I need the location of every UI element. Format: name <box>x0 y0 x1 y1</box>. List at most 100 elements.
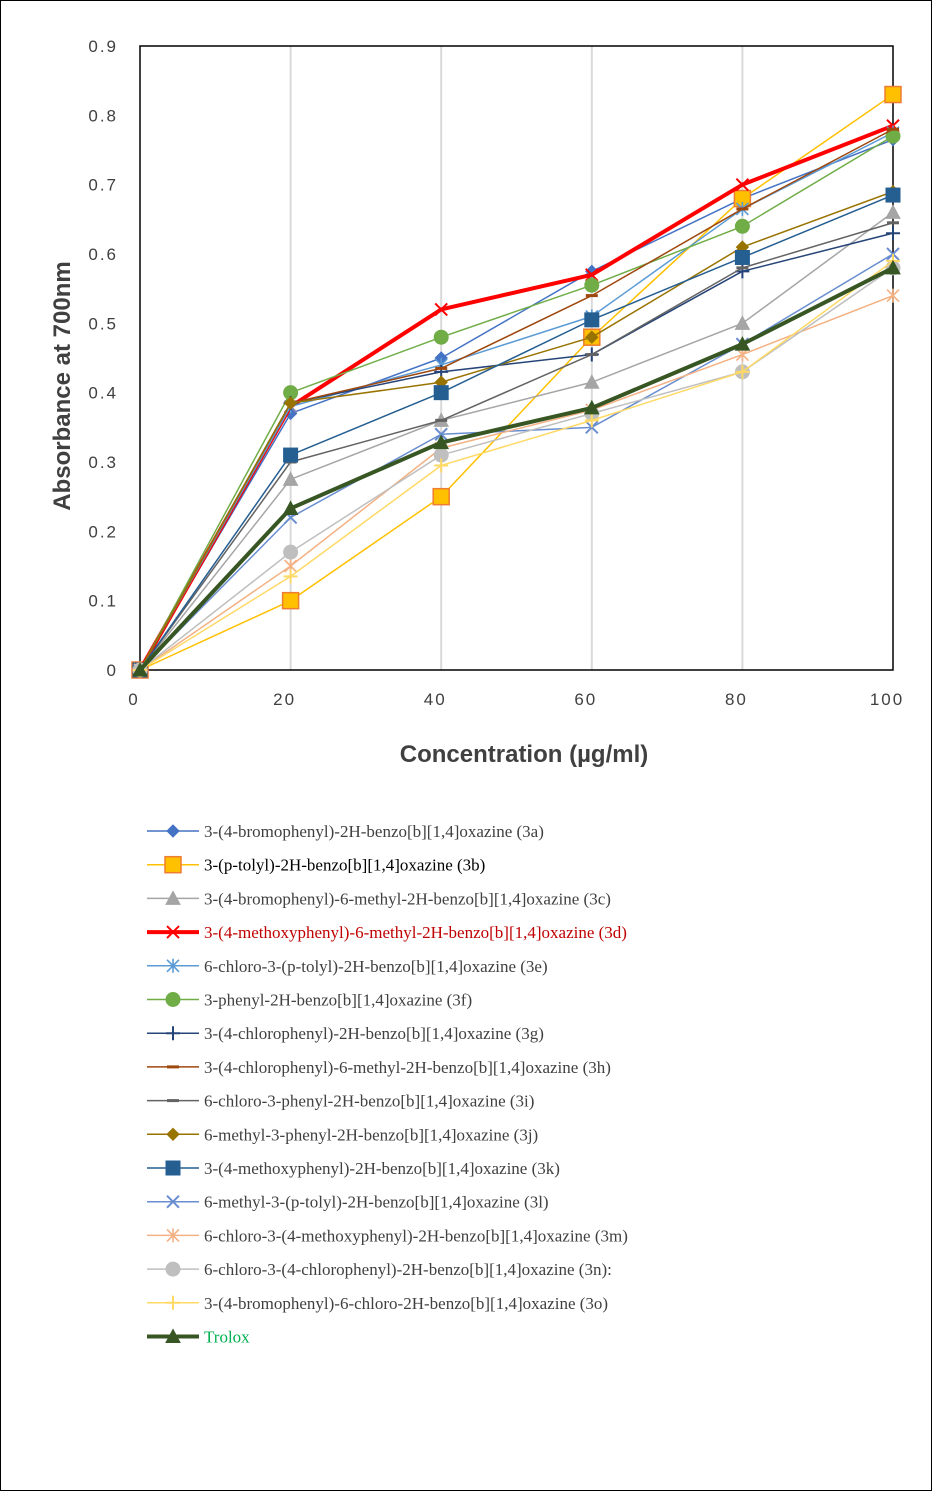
series-line <box>139 294 894 671</box>
series-line <box>139 135 894 671</box>
y-tick-label: 0.4 <box>88 384 118 403</box>
series-line <box>139 138 894 671</box>
legend-entry: 3-(4-chlorophenyl)-6-methyl-2H-benzo[b][… <box>147 1058 611 1077</box>
data-point <box>884 85 902 104</box>
data-point <box>434 302 448 317</box>
data-point <box>734 218 750 234</box>
series-line <box>139 232 894 671</box>
legend-label: Trolox <box>204 1328 250 1347</box>
data-point <box>433 329 449 345</box>
data-point <box>885 187 901 203</box>
x-tick-label: 80 <box>725 690 748 709</box>
data-point <box>735 364 750 379</box>
series-line <box>139 253 894 671</box>
data-point <box>166 824 180 838</box>
series-line <box>139 194 894 671</box>
x-tick-label: 20 <box>273 690 296 709</box>
series-3 <box>132 204 901 677</box>
legend-entry: 3-(p-tolyl)-2H-benzo[b][1,4]oxazine (3b) <box>147 856 485 875</box>
data-point <box>432 487 450 506</box>
legend-entry: 3-(4-bromophenyl)-2H-benzo[b][1,4]oxazin… <box>147 822 544 841</box>
data-point <box>165 1328 181 1343</box>
data-point <box>886 288 900 303</box>
data-point <box>583 374 600 389</box>
data-point <box>585 330 599 344</box>
data-point <box>166 1295 180 1310</box>
legend: 3-(4-bromophenyl)-2H-benzo[b][1,4]oxazin… <box>147 822 628 1347</box>
data-point <box>433 434 450 450</box>
legend-label: 3-(4-bromophenyl)-2H-benzo[b][1,4]oxazin… <box>204 822 544 841</box>
data-point <box>283 569 298 584</box>
data-point <box>434 427 448 441</box>
legend-entry: 3-(4-bromophenyl)-6-methyl-2H-benzo[b][1… <box>147 889 611 908</box>
series-line <box>138 266 894 672</box>
data-point <box>165 890 181 905</box>
y-tick-label: 0.3 <box>88 453 118 472</box>
data-point <box>583 399 600 415</box>
data-point <box>165 1160 181 1176</box>
series-15 <box>133 253 900 677</box>
legend-label: 3-(4-chlorophenyl)-6-methyl-2H-benzo[b][… <box>204 1058 611 1077</box>
series-8 <box>134 127 899 672</box>
series-12 <box>133 247 900 677</box>
data-point <box>282 471 299 486</box>
series-16 <box>132 259 901 677</box>
data-point <box>886 226 900 241</box>
x-tick-label: 0 <box>128 690 139 709</box>
data-point <box>734 336 751 351</box>
plot-area <box>139 45 894 671</box>
data-point <box>735 177 750 192</box>
legend-entry: 3-phenyl-2H-benzo[b][1,4]oxazine (3f) <box>147 991 472 1010</box>
legend-entry: 6-chloro-3-phenyl-2H-benzo[b][1,4]oxazin… <box>147 1092 534 1111</box>
data-point <box>166 958 180 973</box>
legend-entry: 6-methyl-3-phenyl-2H-benzo[b][1,4]oxazin… <box>147 1125 538 1144</box>
legend-label: 3-(4-bromophenyl)-6-methyl-2H-benzo[b][1… <box>204 889 611 908</box>
data-point <box>885 204 901 219</box>
legend-entry: 3-(4-bromophenyl)-6-chloro-2H-benzo[b][1… <box>147 1294 608 1313</box>
series-line <box>139 190 894 671</box>
data-point <box>283 544 299 560</box>
data-point <box>164 855 182 874</box>
series-line <box>138 123 894 671</box>
data-point <box>434 458 449 473</box>
legend-label: 6-chloro-3-(4-chlorophenyl)-2H-benzo[b][… <box>204 1260 612 1279</box>
series-line <box>139 211 894 671</box>
series-line <box>139 222 894 671</box>
series-4 <box>133 119 900 677</box>
legend-label: 6-methyl-3-(p-tolyl)-2H-benzo[b][1,4]oxa… <box>204 1193 549 1212</box>
data-point <box>132 661 148 677</box>
legend-label: 3-(4-bromophenyl)-6-chloro-2H-benzo[b][1… <box>204 1294 608 1313</box>
legend-entry: 3-(4-chlorophenyl)-2H-benzo[b][1,4]oxazi… <box>147 1024 544 1043</box>
legend-entry: 6-chloro-3-(p-tolyl)-2H-benzo[b][1,4]oxa… <box>147 957 548 976</box>
series-2 <box>131 85 902 679</box>
data-point <box>283 396 298 410</box>
series-line <box>139 128 894 671</box>
data-point <box>165 1261 181 1277</box>
data-point <box>433 385 449 401</box>
axes <box>139 45 894 671</box>
data-point <box>166 1026 180 1041</box>
y-axis-label: Absorbance at 700nm <box>49 261 76 510</box>
data-point <box>734 249 750 265</box>
legend-label: 6-chloro-3-phenyl-2H-benzo[b][1,4]oxazin… <box>204 1092 534 1111</box>
data-point <box>584 277 600 293</box>
legend-label: 3-(p-tolyl)-2H-benzo[b][1,4]oxazine (3b) <box>204 856 485 875</box>
y-tick-label: 0 <box>107 661 118 680</box>
series-line <box>139 93 894 671</box>
data-point <box>584 312 600 328</box>
legend-entry: 3-(4-methoxyphenyl)-6-methyl-2H-benzo[b]… <box>147 923 627 942</box>
data-point <box>885 259 901 275</box>
legend-label: 3-(4-methoxyphenyl)-6-methyl-2H-benzo[b]… <box>204 923 627 942</box>
y-tick-label: 0.6 <box>88 245 118 264</box>
x-tick-labels: 0 20 40 60 80 100 <box>128 690 902 709</box>
y-tick-label: 0.2 <box>88 522 118 541</box>
legend-entry: 6-chloro-3-(4-chlorophenyl)-2H-benzo[b][… <box>147 1260 612 1279</box>
legend-entry: 6-methyl-3-(p-tolyl)-2H-benzo[b][1,4]oxa… <box>147 1193 549 1212</box>
data-point <box>281 591 300 610</box>
data-point <box>734 315 751 330</box>
legend-label: 3-(4-methoxyphenyl)-2H-benzo[b][1,4]oxaz… <box>204 1159 560 1178</box>
x-tick-label: 60 <box>574 690 597 709</box>
legend-label: 6-chloro-3-(p-tolyl)-2H-benzo[b][1,4]oxa… <box>204 957 548 976</box>
